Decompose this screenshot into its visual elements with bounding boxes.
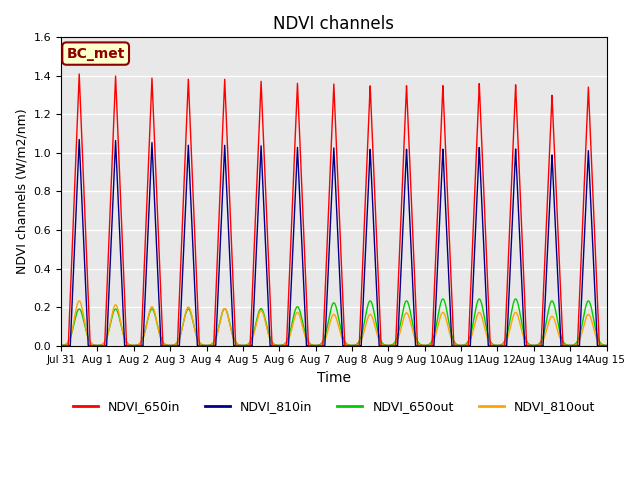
NDVI_650in	[76, 71, 83, 77]
NDVI_650out	[486, 338, 494, 344]
NDVI_810out	[76, 298, 83, 304]
NDVI_650out	[603, 343, 611, 348]
NDVI_810in	[76, 137, 83, 143]
NDVI_650out	[174, 338, 182, 344]
NDVI_810out	[168, 343, 176, 348]
NDVI_810out	[603, 343, 611, 348]
NDVI_810out	[174, 339, 182, 345]
NDVI_810out	[601, 343, 609, 348]
NDVI_810in	[601, 343, 609, 348]
Line: NDVI_810out: NDVI_810out	[61, 301, 607, 346]
Title: NDVI channels: NDVI channels	[273, 15, 394, 33]
NDVI_810in	[174, 343, 182, 348]
NDVI_650in	[409, 238, 417, 244]
NDVI_810in	[409, 289, 417, 295]
Line: NDVI_650in: NDVI_650in	[61, 74, 607, 346]
Legend: NDVI_650in, NDVI_810in, NDVI_650out, NDVI_810out: NDVI_650in, NDVI_810in, NDVI_650out, NDV…	[68, 395, 600, 418]
NDVI_810in	[262, 238, 269, 243]
NDVI_650out	[409, 323, 417, 328]
NDVI_650out	[261, 316, 269, 322]
NDVI_650out	[168, 343, 176, 348]
NDVI_650in	[57, 343, 65, 348]
NDVI_650in	[603, 343, 611, 348]
Text: BC_met: BC_met	[67, 47, 125, 60]
NDVI_650in	[486, 343, 494, 348]
NDVI_810out	[409, 330, 417, 336]
NDVI_650in	[262, 181, 269, 187]
X-axis label: Time: Time	[317, 371, 351, 385]
NDVI_810in	[603, 343, 611, 348]
NDVI_810in	[168, 343, 176, 348]
NDVI_810out	[486, 340, 494, 346]
NDVI_650out	[512, 296, 520, 302]
NDVI_810out	[57, 343, 65, 348]
NDVI_810in	[57, 343, 65, 348]
NDVI_810in	[486, 343, 494, 348]
NDVI_810out	[262, 319, 269, 324]
Y-axis label: NDVI channels (W/m2/nm): NDVI channels (W/m2/nm)	[15, 108, 28, 274]
NDVI_650in	[174, 334, 182, 339]
Line: NDVI_810in: NDVI_810in	[61, 140, 607, 346]
NDVI_650in	[601, 343, 609, 348]
NDVI_650out	[601, 342, 609, 348]
NDVI_650out	[57, 343, 65, 348]
Line: NDVI_650out: NDVI_650out	[61, 299, 607, 346]
NDVI_650in	[168, 343, 176, 348]
